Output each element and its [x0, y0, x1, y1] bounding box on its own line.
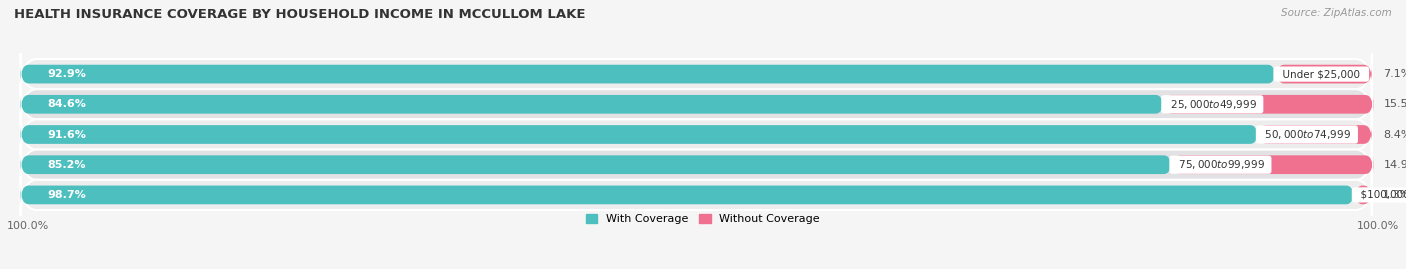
Text: 15.5%: 15.5%	[1384, 99, 1406, 109]
Text: Source: ZipAtlas.com: Source: ZipAtlas.com	[1281, 8, 1392, 18]
Text: 8.4%: 8.4%	[1382, 129, 1406, 140]
FancyBboxPatch shape	[1354, 186, 1372, 204]
Text: HEALTH INSURANCE COVERAGE BY HOUSEHOLD INCOME IN MCCULLOM LAKE: HEALTH INSURANCE COVERAGE BY HOUSEHOLD I…	[14, 8, 585, 21]
Text: 7.1%: 7.1%	[1382, 69, 1406, 79]
Text: 100.0%: 100.0%	[1357, 221, 1399, 231]
Text: 85.2%: 85.2%	[48, 160, 86, 170]
Text: 1.3%: 1.3%	[1382, 190, 1406, 200]
FancyBboxPatch shape	[21, 113, 1372, 156]
Text: 84.6%: 84.6%	[48, 99, 86, 109]
Text: $75,000 to $99,999: $75,000 to $99,999	[1173, 158, 1268, 171]
Text: 92.9%: 92.9%	[48, 69, 86, 79]
Text: 98.7%: 98.7%	[48, 190, 86, 200]
FancyBboxPatch shape	[21, 65, 1277, 83]
FancyBboxPatch shape	[21, 174, 1372, 216]
FancyBboxPatch shape	[21, 144, 1372, 186]
FancyBboxPatch shape	[21, 125, 1258, 144]
FancyBboxPatch shape	[21, 186, 1354, 204]
Text: $50,000 to $74,999: $50,000 to $74,999	[1258, 128, 1355, 141]
FancyBboxPatch shape	[21, 83, 1372, 125]
Text: 100.0%: 100.0%	[7, 221, 49, 231]
Text: 91.6%: 91.6%	[48, 129, 86, 140]
FancyBboxPatch shape	[21, 53, 1372, 95]
FancyBboxPatch shape	[1173, 155, 1374, 174]
FancyBboxPatch shape	[1164, 95, 1374, 114]
Text: $100,000 and over: $100,000 and over	[1354, 190, 1406, 200]
Legend: With Coverage, Without Coverage: With Coverage, Without Coverage	[582, 210, 824, 229]
FancyBboxPatch shape	[21, 95, 1164, 114]
FancyBboxPatch shape	[1277, 65, 1372, 83]
FancyBboxPatch shape	[21, 155, 1173, 174]
Text: $25,000 to $49,999: $25,000 to $49,999	[1164, 98, 1261, 111]
FancyBboxPatch shape	[1258, 125, 1372, 144]
Text: Under $25,000: Under $25,000	[1277, 69, 1367, 79]
Text: 14.9%: 14.9%	[1384, 160, 1406, 170]
